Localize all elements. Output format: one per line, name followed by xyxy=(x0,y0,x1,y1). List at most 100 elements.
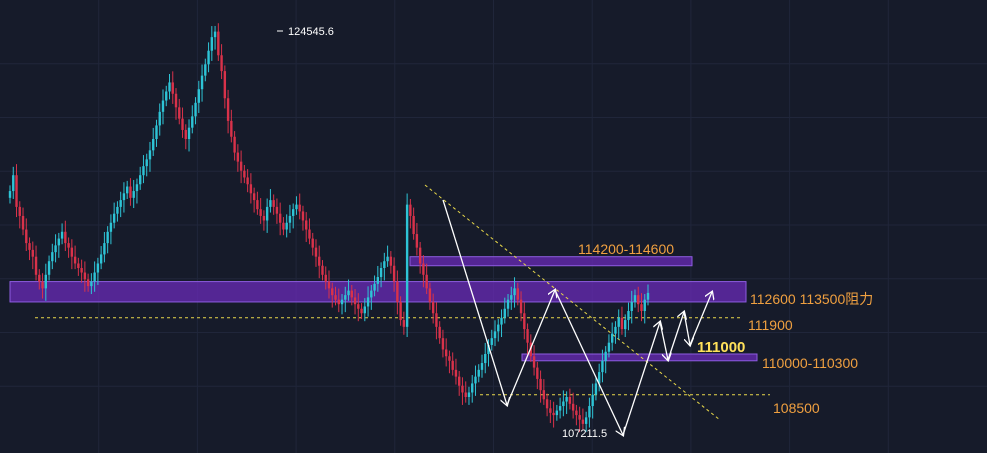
candle xyxy=(438,321,441,344)
candle-body xyxy=(425,274,428,289)
candle xyxy=(178,98,181,125)
candle xyxy=(363,298,367,322)
candle-body xyxy=(581,419,585,424)
candle-body xyxy=(327,281,331,289)
candle xyxy=(500,309,503,338)
candle-body xyxy=(207,50,210,65)
candle-body xyxy=(448,356,451,361)
candle xyxy=(379,262,383,288)
candle xyxy=(493,320,497,347)
candle-body xyxy=(200,75,204,90)
candle xyxy=(347,279,350,301)
candle xyxy=(513,277,516,308)
candle-body xyxy=(15,175,18,207)
candle-body xyxy=(275,206,279,214)
levels-layer xyxy=(35,184,770,421)
candle-body xyxy=(168,82,171,92)
candle-body xyxy=(83,272,87,280)
candle xyxy=(321,260,324,281)
candle-body xyxy=(555,410,559,416)
candle xyxy=(217,23,220,61)
candle xyxy=(350,284,353,306)
zone-band xyxy=(409,256,693,267)
candle xyxy=(207,42,210,73)
candle xyxy=(428,282,432,310)
candle xyxy=(60,223,64,245)
candle-body xyxy=(67,243,70,248)
projection-paths-layer xyxy=(442,199,712,436)
candle-body xyxy=(428,288,432,302)
candle xyxy=(77,257,80,276)
candle-body xyxy=(194,102,197,117)
candle xyxy=(337,288,340,313)
candle-body xyxy=(262,215,266,221)
candle xyxy=(464,381,467,403)
candle xyxy=(181,107,184,138)
candle xyxy=(324,266,327,290)
candle-body xyxy=(523,313,526,330)
candle xyxy=(275,198,279,224)
candle xyxy=(129,178,132,206)
candle xyxy=(630,290,633,324)
candle-body xyxy=(493,331,497,339)
candle xyxy=(402,311,406,335)
candle xyxy=(230,109,233,143)
candles-layer xyxy=(8,23,650,433)
candle-body xyxy=(389,256,393,266)
candle-body xyxy=(415,234,419,248)
candle xyxy=(451,352,454,376)
candle-body xyxy=(624,320,627,330)
candle-body xyxy=(386,256,389,262)
projection-arrow xyxy=(554,289,623,435)
candle-body xyxy=(132,191,135,198)
candle-body xyxy=(278,213,282,223)
projection-arrow xyxy=(622,322,660,436)
candle xyxy=(103,232,106,263)
candle-body xyxy=(471,383,474,393)
candle-body xyxy=(161,100,165,112)
candle-body xyxy=(334,295,337,300)
candle xyxy=(15,164,18,218)
candle-body xyxy=(340,299,344,305)
candle-body xyxy=(461,385,464,393)
candle-body xyxy=(562,401,565,407)
candle xyxy=(584,411,588,432)
candle xyxy=(471,375,474,403)
candle-body xyxy=(513,288,516,296)
candle-body xyxy=(464,392,467,397)
candle-body xyxy=(34,256,38,275)
candle xyxy=(396,270,399,315)
candle xyxy=(607,334,611,358)
candle xyxy=(305,212,308,242)
candle xyxy=(565,391,568,414)
candle xyxy=(334,286,337,306)
candle-body xyxy=(314,247,318,257)
projection-arrow xyxy=(442,199,507,405)
candle-body xyxy=(152,139,155,151)
candle-body xyxy=(526,329,529,343)
candle xyxy=(132,179,135,209)
candle xyxy=(627,302,630,331)
candle xyxy=(558,397,562,419)
candle xyxy=(204,58,207,82)
candle xyxy=(44,263,48,301)
candle-body xyxy=(243,170,246,178)
candle-body xyxy=(500,317,503,325)
candle-body xyxy=(344,295,347,300)
candle-body xyxy=(604,351,607,361)
candle-body xyxy=(256,200,259,210)
candle-body xyxy=(38,274,41,282)
candle-body xyxy=(591,394,594,407)
candle xyxy=(523,302,526,340)
candle xyxy=(139,166,142,190)
candle xyxy=(431,293,435,324)
candle xyxy=(21,207,25,236)
candle xyxy=(617,309,620,340)
candle xyxy=(409,198,412,229)
candle-body xyxy=(295,204,298,210)
candle-body xyxy=(584,417,588,424)
candle xyxy=(539,370,542,403)
candle xyxy=(158,103,161,136)
candle-body xyxy=(73,256,77,264)
candle xyxy=(99,246,103,270)
